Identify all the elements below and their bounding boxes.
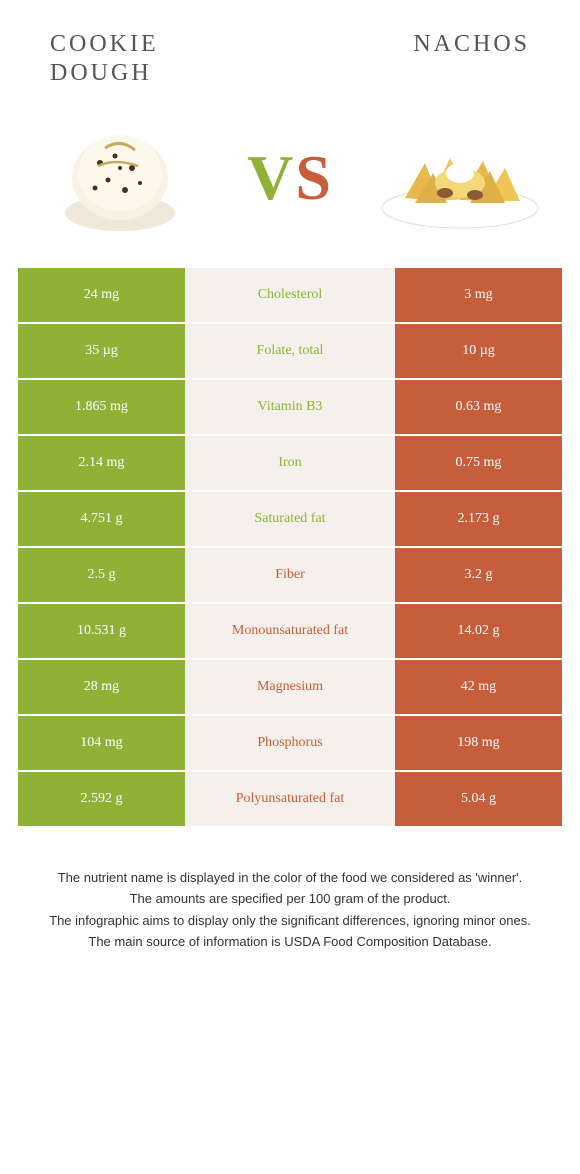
vs-v: V [247, 142, 295, 213]
nutrient-row: 104 mgPhosphorus198 mg [18, 716, 562, 772]
left-value: 24 mg [18, 268, 185, 322]
comparison-header: COOKIE DOUGH NACHOS [0, 0, 580, 98]
left-value: 28 mg [18, 660, 185, 714]
left-value: 10.531 g [18, 604, 185, 658]
nutrient-label: Polyunsaturated fat [185, 772, 395, 826]
left-value: 1.865 mg [18, 380, 185, 434]
images-row: VS [0, 98, 580, 268]
nutrient-row: 1.865 mgVitamin B30.63 mg [18, 380, 562, 436]
left-value: 4.751 g [18, 492, 185, 546]
nutrient-row: 2.592 gPolyunsaturated fat5.04 g [18, 772, 562, 828]
right-value: 14.02 g [395, 604, 562, 658]
right-value: 2.173 g [395, 492, 562, 546]
nutrient-row: 2.5 gFiber3.2 g [18, 548, 562, 604]
right-value: 3 mg [395, 268, 562, 322]
left-value: 2.5 g [18, 548, 185, 602]
footer-line-1: The nutrient name is displayed in the co… [30, 868, 550, 888]
nachos-icon [375, 123, 545, 233]
left-value: 2.14 mg [18, 436, 185, 490]
right-value: 0.75 mg [395, 436, 562, 490]
nutrient-row: 35 µgFolate, total10 µg [18, 324, 562, 380]
nutrient-label: Saturated fat [185, 492, 395, 546]
left-food-title: COOKIE DOUGH [50, 30, 230, 88]
vs-label: VS [247, 141, 333, 215]
footer-line-2: The amounts are specified per 100 gram o… [30, 889, 550, 909]
nutrient-label: Monounsaturated fat [185, 604, 395, 658]
nutrient-row: 10.531 gMonounsaturated fat14.02 g [18, 604, 562, 660]
right-value: 5.04 g [395, 772, 562, 826]
right-value: 198 mg [395, 716, 562, 770]
nutrient-row: 24 mgCholesterol3 mg [18, 268, 562, 324]
nutrient-label: Magnesium [185, 660, 395, 714]
footer-notes: The nutrient name is displayed in the co… [0, 828, 580, 974]
right-food-image [370, 113, 550, 243]
footer-line-4: The main source of information is USDA F… [30, 932, 550, 952]
right-value: 0.63 mg [395, 380, 562, 434]
left-value: 2.592 g [18, 772, 185, 826]
nutrient-row: 4.751 gSaturated fat2.173 g [18, 492, 562, 548]
right-value: 3.2 g [395, 548, 562, 602]
nutrient-label: Cholesterol [185, 268, 395, 322]
vs-s: S [295, 142, 333, 213]
nutrient-label: Vitamin B3 [185, 380, 395, 434]
nutrient-row: 28 mgMagnesium42 mg [18, 660, 562, 716]
left-food-image [30, 113, 210, 243]
nutrient-row: 2.14 mgIron0.75 mg [18, 436, 562, 492]
cookie-dough-icon [50, 118, 190, 238]
left-value: 35 µg [18, 324, 185, 378]
right-value: 42 mg [395, 660, 562, 714]
right-value: 10 µg [395, 324, 562, 378]
footer-line-3: The infographic aims to display only the… [30, 911, 550, 931]
nutrient-label: Folate, total [185, 324, 395, 378]
nutrient-label: Phosphorus [185, 716, 395, 770]
nutrient-label: Fiber [185, 548, 395, 602]
left-value: 104 mg [18, 716, 185, 770]
nutrient-label: Iron [185, 436, 395, 490]
nutrient-table: 24 mgCholesterol3 mg35 µgFolate, total10… [0, 268, 580, 828]
right-food-title: NACHOS [350, 30, 530, 59]
